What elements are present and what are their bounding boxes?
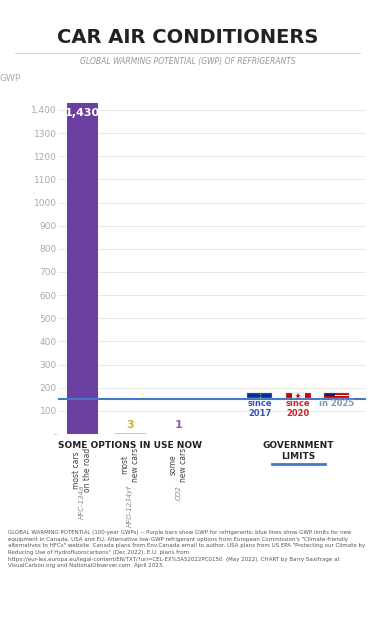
- Text: CO2: CO2: [175, 485, 181, 500]
- Text: 3: 3: [126, 420, 134, 430]
- FancyBboxPatch shape: [324, 395, 349, 396]
- FancyBboxPatch shape: [324, 393, 349, 394]
- Text: in 2025: in 2025: [319, 399, 354, 408]
- FancyBboxPatch shape: [324, 394, 349, 395]
- Text: HFC-134a: HFC-134a: [79, 485, 85, 519]
- Text: GWP: GWP: [0, 74, 21, 83]
- Text: CAR AIR CONDITIONERS: CAR AIR CONDITIONERS: [57, 28, 318, 47]
- FancyBboxPatch shape: [324, 393, 335, 396]
- FancyBboxPatch shape: [324, 397, 349, 398]
- Text: 1,430: 1,430: [64, 108, 100, 118]
- Text: since
2017: since 2017: [248, 399, 272, 419]
- Bar: [115, 433, 146, 434]
- Text: some
new cars: some new cars: [168, 448, 188, 482]
- Text: since
2020: since 2020: [286, 399, 310, 419]
- Text: most
new cars: most new cars: [120, 448, 140, 482]
- FancyBboxPatch shape: [292, 393, 304, 398]
- Text: GLOBAL WARMING POTENTIAL (100-year GWPs) -- Purple bars show GWP for refrigerant: GLOBAL WARMING POTENTIAL (100-year GWPs)…: [8, 530, 365, 568]
- Text: HFO-1234yf: HFO-1234yf: [127, 485, 133, 527]
- Text: 1: 1: [174, 420, 182, 430]
- Text: most cars
on the road: most cars on the road: [72, 448, 92, 492]
- Text: GOVERNMENT
LIMITS: GOVERNMENT LIMITS: [262, 441, 334, 461]
- FancyBboxPatch shape: [248, 393, 272, 398]
- FancyBboxPatch shape: [324, 396, 349, 397]
- FancyBboxPatch shape: [304, 393, 311, 398]
- Bar: [66, 103, 98, 434]
- FancyBboxPatch shape: [286, 393, 292, 398]
- Text: GLOBAL WARMING POTENTIAL (GWP) OF REFRIGERANTS: GLOBAL WARMING POTENTIAL (GWP) OF REFRIG…: [80, 57, 296, 66]
- Text: SOME OPTIONS IN USE NOW: SOME OPTIONS IN USE NOW: [58, 441, 202, 451]
